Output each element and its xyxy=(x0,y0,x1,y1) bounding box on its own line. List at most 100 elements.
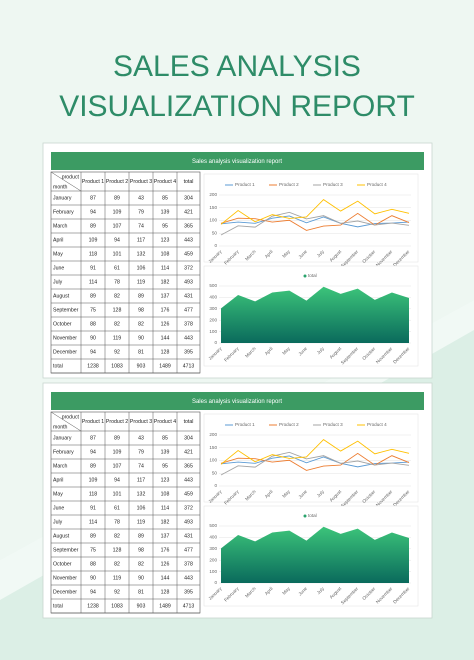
cell-value: 144 xyxy=(161,335,170,341)
cell-value: 431 xyxy=(184,533,193,539)
cell-value: 137 xyxy=(161,533,170,539)
column-header: Product 4 xyxy=(154,179,176,185)
cell-value: 85 xyxy=(162,195,168,201)
x-tick-label: July xyxy=(316,489,326,499)
row-label: April xyxy=(53,477,63,483)
cell-value: 421 xyxy=(184,449,193,455)
cell-value: 114 xyxy=(89,519,97,525)
cell-value: 1238 xyxy=(87,603,99,609)
cell-value: 903 xyxy=(137,603,146,609)
cell-value: 176 xyxy=(161,307,170,313)
cell-value: 94 xyxy=(90,349,96,355)
row-label: September xyxy=(53,307,79,313)
legend-label: total xyxy=(308,273,317,278)
column-header: Product 4 xyxy=(154,419,176,425)
y-tick-label: 100 xyxy=(209,329,217,334)
cell-value: 304 xyxy=(184,435,193,441)
cell-value: 88 xyxy=(90,321,96,327)
cell-value: 126 xyxy=(161,561,170,567)
y-tick-label: 300 xyxy=(209,306,217,311)
cell-value: 91 xyxy=(90,505,96,511)
row-label: November xyxy=(53,575,77,581)
series-line xyxy=(220,212,410,231)
cell-value: 108 xyxy=(161,491,170,497)
cell-value: 101 xyxy=(113,491,122,497)
cell-value: 144 xyxy=(161,575,170,581)
x-tick-label: June xyxy=(297,489,308,500)
cell-value: 114 xyxy=(161,505,169,511)
cell-value: 107 xyxy=(113,223,122,229)
corner-bottom: month xyxy=(53,184,68,190)
cell-value: 78 xyxy=(114,519,120,525)
row-label: October xyxy=(53,561,72,567)
cell-value: 90 xyxy=(90,575,96,581)
cell-value: 95 xyxy=(162,223,168,229)
x-tick-label: July xyxy=(316,249,326,259)
x-tick-label: May xyxy=(281,346,291,356)
cell-value: 106 xyxy=(137,505,146,511)
cell-value: 95 xyxy=(162,463,168,469)
cell-value: 89 xyxy=(90,533,96,539)
cell-value: 493 xyxy=(184,279,193,285)
cell-value: 128 xyxy=(113,547,122,553)
legend-label: Product 3 xyxy=(323,422,343,427)
cell-value: 89 xyxy=(114,195,120,201)
cell-value: 82 xyxy=(138,321,144,327)
column-header: Product 2 xyxy=(106,419,128,425)
cell-value: 79 xyxy=(138,449,144,455)
cell-value: 395 xyxy=(184,349,193,355)
cell-value: 176 xyxy=(161,547,170,553)
x-tick-label: May xyxy=(281,489,291,499)
cell-value: 94 xyxy=(90,209,96,215)
cell-value: 43 xyxy=(138,435,144,441)
y-tick-label: 150 xyxy=(209,445,217,450)
cell-value: 89 xyxy=(90,463,96,469)
cell-value: 395 xyxy=(184,589,193,595)
y-tick-label: 150 xyxy=(209,205,217,210)
series-line xyxy=(220,451,410,476)
y-tick-label: 0 xyxy=(214,483,217,488)
cell-value: 94 xyxy=(114,477,120,483)
row-label: November xyxy=(53,335,77,341)
cell-value: 182 xyxy=(161,279,170,285)
cell-value: 94 xyxy=(114,237,120,243)
row-label: December xyxy=(53,589,77,595)
legend-label: total xyxy=(308,513,317,518)
title-line: SALES ANALYSIS xyxy=(113,50,361,83)
cell-value: 4713 xyxy=(183,603,195,609)
cell-value: 43 xyxy=(138,195,144,201)
cell-value: 88 xyxy=(90,561,96,567)
cell-value: 82 xyxy=(114,321,120,327)
x-tick-label: April xyxy=(264,346,274,356)
legend-label: Product 3 xyxy=(323,182,343,187)
cell-value: 89 xyxy=(138,533,144,539)
cell-value: 119 xyxy=(113,335,121,341)
legend-label: Product 1 xyxy=(235,422,255,427)
row-label: March xyxy=(53,463,68,469)
row-label: February xyxy=(53,449,74,455)
column-header: Product 3 xyxy=(130,179,152,185)
legend-label: Product 2 xyxy=(279,422,299,427)
row-label: June xyxy=(53,505,64,511)
cell-value: 117 xyxy=(137,477,145,483)
y-tick-label: 100 xyxy=(209,218,217,223)
series-line xyxy=(220,199,410,225)
y-tick-label: 0 xyxy=(214,243,217,248)
row-label: June xyxy=(53,265,64,271)
cell-value: 477 xyxy=(184,547,193,553)
cell-value: 89 xyxy=(90,293,96,299)
row-label: August xyxy=(53,533,70,539)
cell-value: 85 xyxy=(162,435,168,441)
cell-value: 443 xyxy=(184,477,193,483)
legend-swatch xyxy=(303,274,307,278)
corner-diagonal xyxy=(50,411,82,432)
cell-value: 126 xyxy=(161,321,170,327)
row-label: January xyxy=(53,195,72,201)
row-label: April xyxy=(53,237,63,243)
cell-value: 304 xyxy=(184,195,193,201)
row-label: July xyxy=(53,279,63,285)
cell-value: 94 xyxy=(90,589,96,595)
cell-value: 75 xyxy=(90,307,96,313)
column-header: total xyxy=(184,419,194,425)
legend-label: Product 1 xyxy=(235,182,255,187)
